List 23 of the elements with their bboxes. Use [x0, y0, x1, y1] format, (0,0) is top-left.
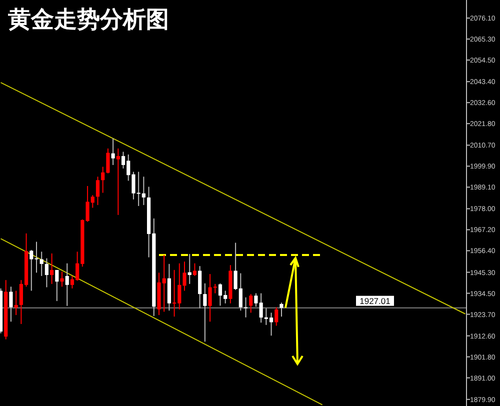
- candlestick: [192, 262, 197, 276]
- candlestick: [274, 306, 278, 326]
- candlestick: [198, 266, 202, 309]
- candlestick: [14, 290, 18, 316]
- candlestick: [249, 294, 253, 314]
- candlestick: [116, 148, 120, 216]
- candlestick: [96, 176, 100, 206]
- candlestick: [60, 271, 64, 288]
- candlestick: [40, 251, 44, 276]
- candlestick: [208, 274, 212, 322]
- candlestick: [55, 269, 59, 302]
- candlestick: [213, 283, 217, 294]
- ref-line-label: 1927.01: [360, 296, 391, 306]
- candlestick: [50, 252, 54, 284]
- candlestick: [280, 302, 284, 318]
- candlestick: [44, 258, 48, 288]
- candlestick: [9, 286, 13, 322]
- candlestick: [188, 254, 192, 284]
- candlestick: [244, 296, 248, 318]
- candlestick: [203, 282, 207, 342]
- chart-title: 黄金走势分析图: [7, 7, 169, 32]
- candlestick: [65, 262, 69, 306]
- candlestick: [111, 138, 115, 166]
